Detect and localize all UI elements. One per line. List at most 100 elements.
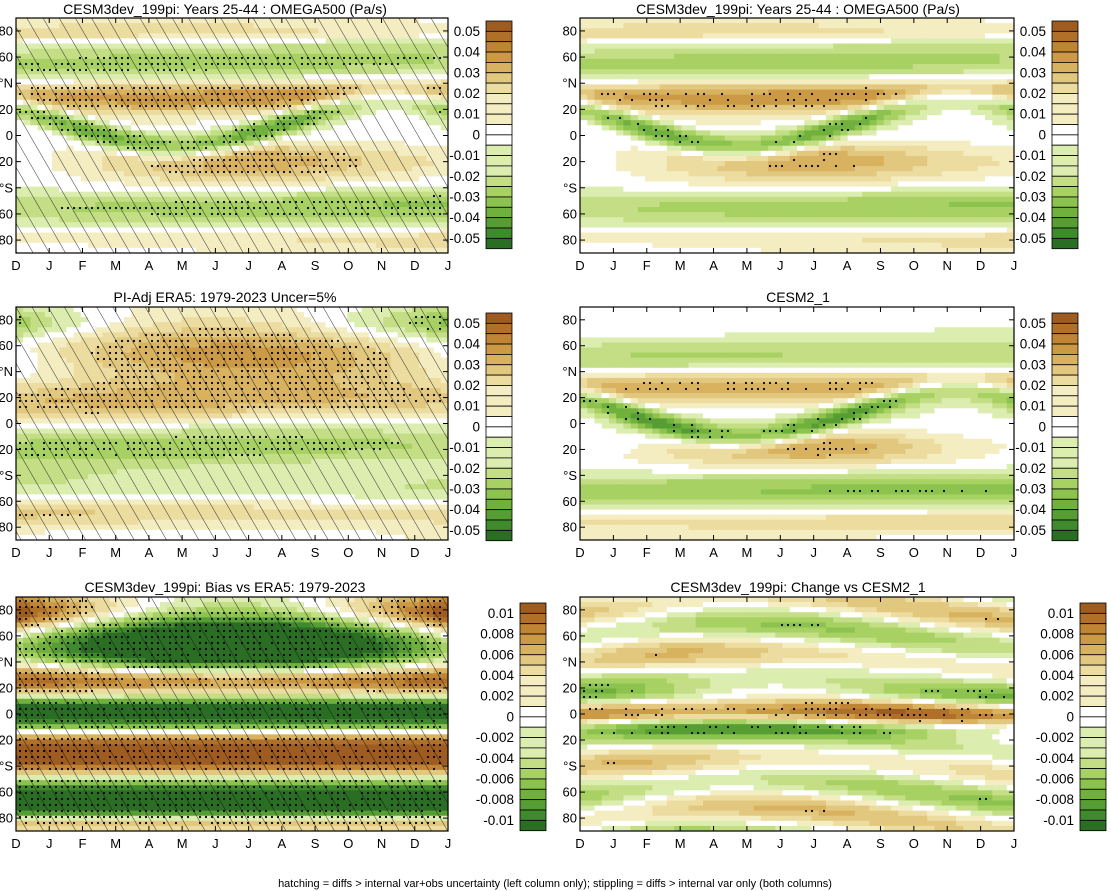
colorbar-label: 0 [472, 127, 480, 142]
heat-cell [710, 48, 719, 55]
heat-cell [702, 69, 711, 75]
heat-cell [883, 99, 892, 106]
heat-cell [977, 38, 986, 45]
heat-cell [681, 58, 690, 65]
heat-cell [688, 18, 697, 24]
heat-cell [818, 43, 827, 50]
heat-cell [681, 99, 690, 106]
heat-cell [782, 38, 791, 45]
heat-cell [724, 89, 733, 96]
colorbar-swatch [485, 227, 513, 239]
heat-cell [746, 53, 755, 60]
heat-cell [601, 140, 610, 147]
heat-cell [587, 109, 596, 116]
heat-cell [717, 135, 726, 142]
heat-cell [616, 140, 624, 147]
heat-cell [818, 140, 827, 147]
heat-cell [999, 48, 1008, 55]
panel-title: CESM3dev_199pi: Years 25-44 : OMEGA500 (… [63, 1, 387, 17]
heat-cell [847, 58, 856, 65]
heat-cell [876, 79, 885, 86]
heat-cell [804, 125, 813, 131]
heat-cell [898, 63, 907, 70]
heat-cell [999, 125, 1008, 131]
heat-cell [804, 79, 813, 86]
heat-cell [948, 89, 957, 96]
heat-cell [977, 120, 986, 126]
heat-cell [731, 135, 740, 142]
heat-cell [970, 74, 979, 80]
heat-cell [688, 120, 697, 126]
x-tick-label: A [278, 258, 287, 273]
heat-cell [898, 18, 907, 24]
heat-cell [948, 53, 957, 60]
heat-cell [731, 63, 740, 70]
heat-cell [934, 99, 943, 106]
heat-cell [666, 74, 675, 80]
heat-cell [789, 53, 798, 60]
heat-cell [724, 115, 733, 121]
heat-cell [637, 28, 646, 34]
heat-cell [695, 94, 704, 101]
heat-cell [811, 28, 820, 34]
heat-cell [681, 43, 690, 50]
x-tick-label: D [410, 258, 419, 273]
heat-cell [731, 89, 740, 96]
heat-cell [818, 48, 827, 55]
heat-cell [854, 38, 863, 45]
heat-cell [956, 84, 964, 91]
heat-cell [934, 109, 943, 116]
heat-cell [883, 28, 892, 34]
heat-cell [695, 53, 704, 60]
heat-cell [919, 63, 928, 70]
heat-cell [934, 74, 943, 80]
heat-cell [688, 109, 697, 116]
heat-cell [616, 43, 624, 50]
heat-cell [999, 43, 1008, 50]
heat-cell [775, 79, 784, 86]
heat-cell [739, 63, 747, 70]
heat-cell [891, 74, 899, 80]
heat-cell [811, 43, 820, 50]
heat-cell [891, 130, 899, 137]
heat-cell [869, 120, 878, 126]
heat-cell [963, 38, 972, 45]
heat-cell [760, 115, 769, 121]
heat-cell [963, 43, 972, 50]
heat-cell [768, 69, 776, 75]
heat-cell [999, 58, 1008, 65]
heat-cell [630, 125, 639, 131]
heat-cell [985, 120, 993, 126]
heat-cell [760, 33, 769, 40]
colorbar-swatch [485, 165, 513, 177]
heat-cell [919, 84, 928, 91]
colorbar-swatch [485, 62, 513, 74]
heat-cell [652, 18, 661, 24]
heat-cell [854, 23, 863, 29]
heat-cell [681, 69, 690, 75]
heat-cell [645, 109, 653, 116]
heat-cell [941, 79, 950, 86]
heat-cell [956, 94, 964, 101]
heat-cell [601, 53, 610, 60]
heat-cell [919, 94, 928, 101]
heat-cell [934, 33, 943, 40]
heat-cell [753, 63, 762, 70]
heat-cell [688, 23, 697, 29]
colorbar-swatch [485, 237, 513, 250]
heat-cell [674, 38, 682, 45]
heat-cell [825, 84, 834, 91]
heat-cell [739, 94, 747, 101]
heat-cell [587, 23, 596, 29]
heat-cell [623, 130, 632, 137]
heat-cell [753, 74, 762, 80]
heat-cell [731, 140, 740, 147]
heat-cell [862, 135, 870, 142]
heat-cell [768, 125, 776, 131]
heat-cell [775, 43, 784, 50]
heat-cell [702, 18, 711, 24]
heat-cell [674, 58, 682, 65]
heat-cell [731, 43, 740, 50]
heat-cell [948, 94, 957, 101]
